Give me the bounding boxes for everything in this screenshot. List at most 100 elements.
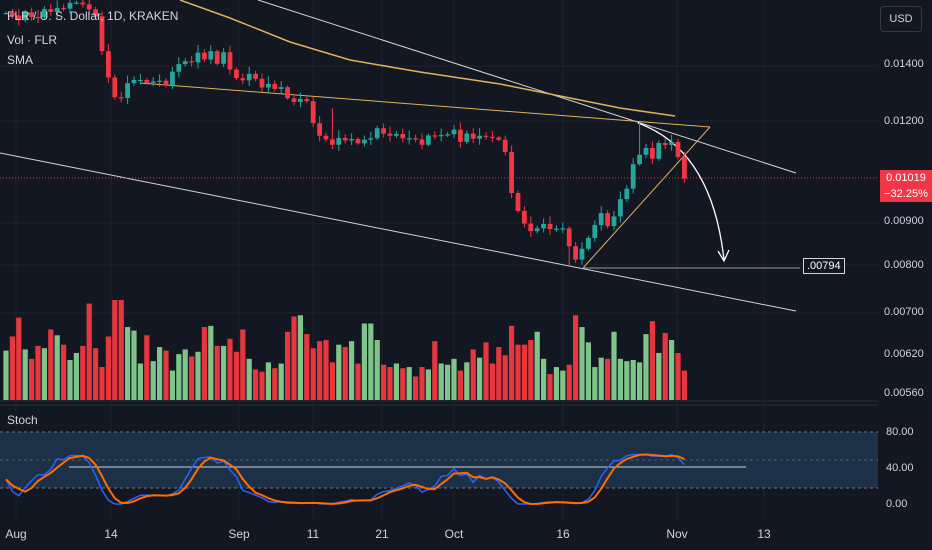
y-tick-label: 0.00620 <box>884 348 924 360</box>
target-price-label[interactable]: .00794 <box>803 258 845 274</box>
volume-bar <box>157 347 163 400</box>
candle-body <box>54 7 60 12</box>
candle-body <box>528 223 534 232</box>
volume-bar <box>502 355 508 400</box>
candle-body <box>515 193 521 211</box>
trend-drawings[interactable] <box>0 0 800 312</box>
candle-body <box>406 138 412 140</box>
candle-body <box>214 51 220 64</box>
volume-bar <box>317 341 323 400</box>
volume-bar <box>278 363 284 400</box>
volume-bar <box>598 357 604 400</box>
candle-body <box>630 164 636 189</box>
volume-bar <box>3 350 9 400</box>
volume-bar <box>483 342 489 400</box>
volume-bar <box>22 349 28 400</box>
candle-body <box>106 51 111 78</box>
x-tick-label: 11 <box>306 527 320 541</box>
y-tick-label: 0.01400 <box>884 58 924 70</box>
candle-body <box>573 246 578 260</box>
candle-body <box>118 97 124 99</box>
volume-bar <box>227 338 233 400</box>
volume-legend[interactable]: Vol · FLR <box>7 33 58 47</box>
volume-bar <box>605 358 611 400</box>
volume-bar <box>400 368 406 400</box>
candle-body <box>112 77 118 98</box>
candle-body <box>400 133 406 139</box>
volume-bar <box>150 361 156 400</box>
currency-button[interactable]: USD <box>880 6 922 32</box>
volume-bar <box>125 327 131 400</box>
candle-body <box>22 12 28 21</box>
candle-body <box>253 73 258 79</box>
candle-body <box>138 79 143 82</box>
x-tick-label: 21 <box>375 527 389 541</box>
stoch-tick-label: 0.00 <box>886 498 908 510</box>
symbol-title[interactable]: FLR / U. S. Dollar, 1D, KRAKEN <box>7 9 179 23</box>
candle-body <box>502 139 508 152</box>
trendline-lower <box>0 152 797 312</box>
candle-body <box>579 248 585 260</box>
triangle-bottom <box>582 126 711 269</box>
candles[interactable] <box>3 0 687 268</box>
volume-bar <box>630 360 636 400</box>
candle-body <box>227 52 233 70</box>
stoch-legend[interactable]: Stoch <box>7 413 38 427</box>
x-tick-label: Oct <box>444 527 464 541</box>
candle-body <box>157 80 162 82</box>
candle-body <box>266 83 271 88</box>
candle-body <box>310 101 316 124</box>
volume-bar <box>253 369 259 400</box>
volume-bar <box>86 303 92 400</box>
candle-body <box>202 52 207 60</box>
candle-body <box>643 148 649 155</box>
volume-bar <box>310 348 316 400</box>
candle-body <box>189 61 194 63</box>
volume-bar <box>560 370 566 400</box>
candle-body <box>131 79 137 84</box>
current-price-tag: 0.01019 <box>880 170 932 186</box>
volume-bar <box>73 352 79 400</box>
candle-body <box>170 71 175 86</box>
sma-legend[interactable]: SMA <box>7 53 34 67</box>
candle-body <box>534 228 540 232</box>
candle-body <box>445 134 450 136</box>
volume-bar <box>336 344 342 400</box>
candle-body <box>195 52 201 63</box>
candle-body <box>611 216 617 227</box>
volume-bar <box>342 347 348 400</box>
volume-bar <box>144 335 150 400</box>
stoch-lines <box>5 453 685 506</box>
candle-body <box>586 238 591 249</box>
candle-body <box>259 78 265 88</box>
candle-body <box>656 142 662 159</box>
y-tick-label: 0.00560 <box>884 387 924 399</box>
candle-body <box>598 213 604 226</box>
volume-bar <box>265 362 271 400</box>
candle-body <box>618 199 623 217</box>
candle-body <box>451 129 457 135</box>
candle-body <box>458 129 463 142</box>
candle-body <box>246 73 252 81</box>
stoch-d-line <box>5 453 685 506</box>
volume-bar <box>457 370 463 400</box>
candle-body <box>438 135 444 137</box>
volume-bar <box>381 364 387 400</box>
stoch-tick-label: 80.00 <box>886 426 914 438</box>
volume-bar <box>464 362 470 400</box>
volume-bar <box>272 368 278 400</box>
candle-body <box>285 87 290 99</box>
x-tick-label: 16 <box>556 527 570 541</box>
volume-bar <box>387 367 393 400</box>
candle-body <box>16 15 22 21</box>
volume-bar <box>675 352 681 400</box>
volume-bars <box>3 300 687 400</box>
x-tick-label: Aug <box>5 527 27 541</box>
volume-bar <box>669 340 675 400</box>
candle-body <box>208 51 214 60</box>
volume-bar <box>406 367 412 400</box>
candle-body <box>240 78 246 81</box>
candle-body <box>234 69 239 79</box>
candle-body <box>650 148 655 159</box>
